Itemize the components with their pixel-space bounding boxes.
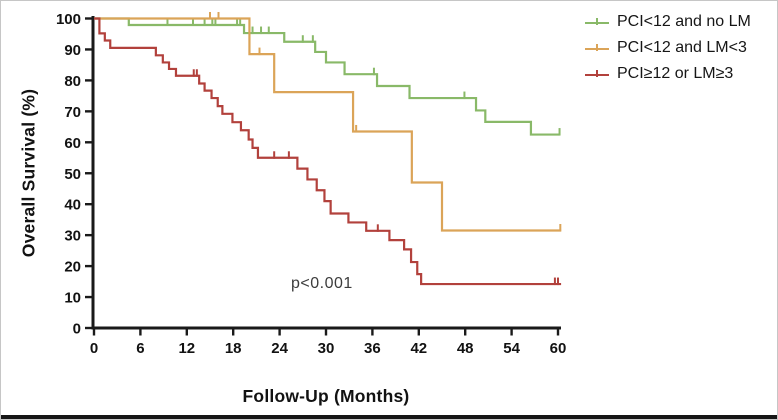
series-1 [94, 12, 562, 232]
bottom-border-bar [1, 415, 777, 419]
y-tick-label: 10 [64, 290, 81, 307]
x-tick-label: 48 [457, 340, 474, 357]
x-tick-label: 0 [90, 340, 98, 357]
survival-curve [94, 17, 562, 286]
survival-curve [94, 17, 562, 232]
y-tick-label: 20 [64, 259, 81, 276]
legend: PCI<12 and no LM PCI<12 and LM<3 PCI≥12 or… [584, 9, 751, 87]
y-tick-label: 90 [64, 42, 81, 59]
x-tick-label: 36 [364, 340, 381, 357]
x-tick-label: 60 [550, 340, 567, 357]
legend-item-1: PCI<12 and LM<3 [584, 35, 751, 61]
y-tick-label: 0 [73, 321, 81, 338]
y-tick-label: 70 [64, 104, 81, 121]
legend-label: PCI≥12 or LM≥3 [617, 65, 734, 82]
y-tick-label: 80 [64, 73, 81, 90]
y-tick-label: 40 [64, 197, 81, 214]
x-tick-label: 6 [136, 340, 144, 357]
censor-marker-icon [585, 44, 609, 51]
y-tick-label: 100 [56, 11, 81, 28]
x-tick-label: 54 [503, 340, 520, 357]
p-value-annotation: p<0.001 [291, 275, 353, 292]
x-tick-label: 12 [178, 340, 195, 357]
x-tick-label: 18 [225, 340, 242, 357]
y-axis-title: Overall Survival (%) [18, 88, 39, 258]
x-tick-label: 30 [318, 340, 335, 357]
censor-marker-icon [585, 18, 609, 25]
axes: 0 10 20 30 40 50 60 70 80 90 100 0 6 12 18 24 30 36 42 48 54… [56, 11, 566, 357]
series-2 [94, 17, 562, 286]
x-axis-title: Follow-Up (Months) [242, 386, 410, 406]
legend-label: PCI<12 and LM<3 [617, 39, 747, 56]
y-tick-label: 60 [64, 135, 81, 152]
series-0 [94, 17, 561, 136]
x-tick-label: 24 [271, 340, 288, 357]
censor-marker-icon [585, 70, 609, 77]
y-tick-label: 50 [64, 166, 81, 183]
legend-label: PCI<12 and no LM [617, 13, 751, 30]
y-tick-label: 30 [64, 228, 81, 245]
legend-item-2: PCI≥12 or LM≥3 [584, 61, 751, 87]
survival-curve [94, 17, 560, 136]
x-tick-label: 42 [410, 340, 427, 357]
legend-item-0: PCI<12 and no LM [584, 9, 751, 35]
